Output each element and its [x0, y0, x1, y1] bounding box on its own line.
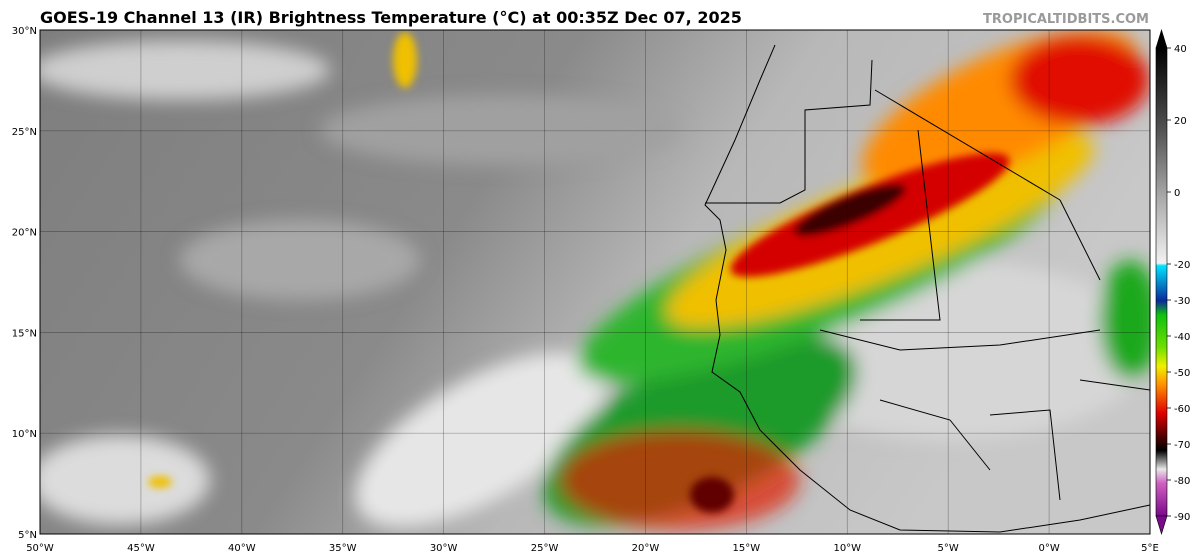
lon-label: 40°W [228, 543, 256, 554]
lon-label: 10°W [833, 543, 861, 554]
watermark: TROPICALTIDBITS.COM [983, 12, 1149, 27]
satellite-imagery [40, 30, 1150, 534]
colorbar-extend-bottom [1155, 515, 1168, 536]
lon-label: 20°W [632, 543, 660, 554]
lon-label: 5°E [1141, 543, 1159, 554]
lat-label: 25°N [12, 127, 37, 138]
coastlines [704, 44, 1151, 533]
colorbar-tick-label: -50 [1174, 368, 1190, 379]
lon-label: 15°W [733, 543, 761, 554]
lat-label: 20°N [12, 228, 37, 239]
colorbar-bar [1155, 47, 1168, 517]
colorbar-extend-top [1155, 28, 1168, 49]
colorbar-tick-label: -90 [1174, 512, 1190, 523]
title: GOES-19 Channel 13 (IR) Brightness Tempe… [40, 8, 742, 27]
lon-label: 0°W [1038, 543, 1059, 554]
lat-label: 10°N [12, 429, 37, 440]
lat-label: 15°N [12, 328, 37, 339]
lon-label: 5°W [938, 543, 959, 554]
lon-label: 45°W [127, 543, 155, 554]
colorbar-tick-label: 0 [1174, 188, 1180, 199]
lon-label: 50°W [26, 543, 54, 554]
colorbar-tick-label: 40 [1174, 44, 1187, 55]
colorbar-tick-label: -40 [1174, 332, 1190, 343]
colorbar-tick-label: -70 [1174, 440, 1190, 451]
lon-label: 35°W [329, 543, 357, 554]
colorbar-tick-label: 20 [1174, 116, 1187, 127]
lat-label: 5°N [18, 530, 37, 541]
lon-label: 25°W [531, 543, 559, 554]
colorbar-tick-label: -80 [1174, 476, 1190, 487]
lat-label: 30°N [12, 26, 37, 37]
colorbar-tick-label: -60 [1174, 404, 1190, 415]
map-frame [39, 29, 1151, 535]
colorbar [1155, 28, 1168, 536]
colorbar-tick-label: -20 [1174, 260, 1190, 271]
lon-label: 30°W [430, 543, 458, 554]
colorbar-tick-label: -30 [1174, 296, 1190, 307]
